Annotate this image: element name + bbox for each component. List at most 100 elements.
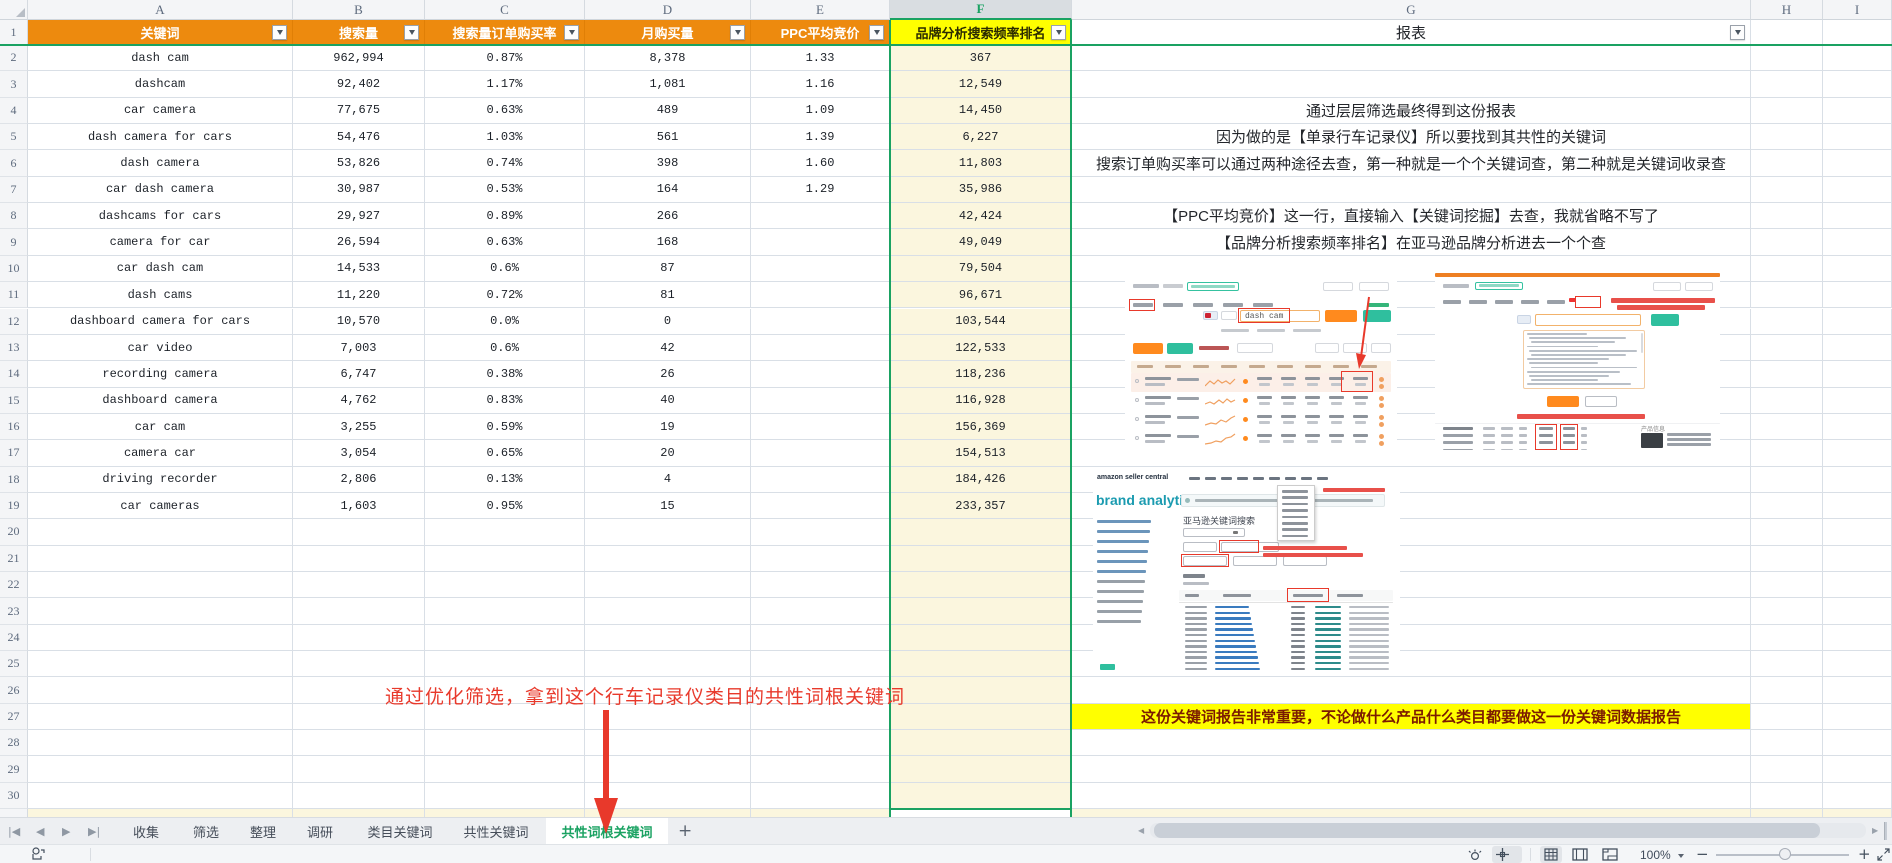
cell-H20[interactable] (1751, 519, 1823, 546)
cell-B4[interactable]: 77,675 (293, 97, 425, 125)
normal-view-button[interactable] (1540, 846, 1562, 863)
cell-H6[interactable] (1751, 150, 1823, 177)
filter-dropdown-A[interactable] (272, 25, 287, 40)
cell-H24[interactable] (1751, 624, 1823, 652)
cell-E14[interactable] (751, 361, 890, 388)
cell-F18[interactable]: 184,426 (890, 466, 1072, 493)
row-header-3[interactable]: 3 (0, 71, 28, 98)
row-header-16[interactable]: 16 (0, 413, 28, 441)
cell-A15[interactable]: dashboard camera (28, 387, 293, 414)
zoom-level-label[interactable]: 100% (1640, 848, 1671, 862)
cell-C18[interactable]: 0.13% (425, 466, 585, 493)
cell-E23[interactable] (751, 598, 890, 625)
row-header-26[interactable]: 26 (0, 677, 28, 704)
cell-E25[interactable] (751, 651, 890, 678)
horizontal-scrollbar-thumb[interactable] (1154, 823, 1820, 838)
cell-F5[interactable]: 6,227 (890, 124, 1072, 151)
cell-F10[interactable]: 79,504 (890, 255, 1072, 283)
cell-B2[interactable]: 962,994 (293, 45, 425, 72)
cell-I22[interactable] (1823, 572, 1892, 599)
column-header-D[interactable]: D (585, 0, 751, 20)
cell-A14[interactable]: recording camera (28, 361, 293, 388)
cell-B31[interactable] (293, 809, 425, 817)
cell-F14[interactable]: 118,236 (890, 361, 1072, 388)
cell-B13[interactable]: 7,003 (293, 334, 425, 362)
first-sheet-button[interactable]: |◀ (8, 825, 21, 838)
cell-A7[interactable]: car dash camera (28, 176, 293, 204)
cell-I9[interactable] (1823, 229, 1892, 256)
cell-A24[interactable] (28, 624, 293, 652)
cell-I7[interactable] (1823, 176, 1892, 204)
cell-E28[interactable] (751, 730, 890, 757)
cell-H17[interactable] (1751, 440, 1823, 467)
cell-F12[interactable]: 103,544 (890, 308, 1072, 335)
cell-F7[interactable]: 35,986 (890, 176, 1072, 204)
cell-A8[interactable]: dashcams for cars (28, 203, 293, 230)
cell-C31[interactable] (425, 809, 585, 817)
cell-F26[interactable] (890, 677, 1072, 704)
cell-D16[interactable]: 19 (585, 413, 751, 441)
cell-D6[interactable]: 398 (585, 150, 751, 177)
cell-G2[interactable] (1072, 45, 1751, 72)
cell-I20[interactable] (1823, 519, 1892, 546)
cell-C28[interactable] (425, 730, 585, 757)
cell-I23[interactable] (1823, 598, 1892, 625)
cell-E30[interactable] (751, 782, 890, 810)
cell-D20[interactable] (585, 519, 751, 546)
cell-H4[interactable] (1751, 97, 1823, 125)
cell-D11[interactable]: 81 (585, 282, 751, 309)
cell-D27[interactable] (585, 703, 751, 731)
cell-E15[interactable] (751, 387, 890, 414)
sheet-tab-4[interactable]: 调研 (306, 825, 333, 840)
cell-B28[interactable] (293, 730, 425, 757)
cell-E3[interactable]: 1.16 (751, 71, 890, 98)
last-sheet-button[interactable]: ▶| (88, 825, 101, 838)
cell-G5[interactable]: 因为做的是【单录行车记录仪】所以要找到其共性的关键词 (1072, 124, 1751, 151)
cell-E17[interactable] (751, 440, 890, 467)
cell-B25[interactable] (293, 651, 425, 678)
filter-dropdown-E[interactable] (869, 25, 884, 40)
cell-F20[interactable] (890, 519, 1072, 546)
annotation-arrow[interactable] (588, 706, 624, 846)
cell-D13[interactable]: 42 (585, 334, 751, 362)
cell-I14[interactable] (1823, 361, 1892, 388)
cell-D26[interactable] (585, 677, 751, 704)
cell-F6[interactable]: 11,803 (890, 150, 1072, 177)
cell-D29[interactable] (585, 756, 751, 783)
cell-G3[interactable] (1072, 71, 1751, 98)
cell-E27[interactable] (751, 703, 890, 731)
row-header-9[interactable]: 9 (0, 229, 28, 256)
cell-I31[interactable] (1823, 809, 1892, 817)
cell-H14[interactable] (1751, 361, 1823, 388)
cell-F1[interactable]: 品牌分析搜索频率排名 (890, 20, 1072, 45)
cell-E8[interactable] (751, 203, 890, 230)
cell-C11[interactable]: 0.72% (425, 282, 585, 309)
cell-E2[interactable]: 1.33 (751, 45, 890, 72)
cell-E21[interactable] (751, 545, 890, 572)
row-header-24[interactable]: 24 (0, 624, 28, 652)
cell-A22[interactable] (28, 572, 293, 599)
cell-H2[interactable] (1751, 45, 1823, 72)
cell-D3[interactable]: 1,081 (585, 71, 751, 98)
cell-B12[interactable]: 10,570 (293, 308, 425, 335)
cell-F17[interactable]: 154,513 (890, 440, 1072, 467)
cell-E9[interactable] (751, 229, 890, 256)
cell-F8[interactable]: 42,424 (890, 203, 1072, 230)
cell-C5[interactable]: 1.03% (425, 124, 585, 151)
sheet-tab-7[interactable]: 共性词根关键词 (546, 818, 668, 845)
cell-C8[interactable]: 0.89% (425, 203, 585, 230)
cell-C21[interactable] (425, 545, 585, 572)
cell-E4[interactable]: 1.09 (751, 97, 890, 125)
cell-D23[interactable] (585, 598, 751, 625)
cell-H25[interactable] (1751, 651, 1823, 678)
cell-H8[interactable] (1751, 203, 1823, 230)
row-header-28[interactable]: 28 (0, 730, 28, 757)
row-header-27[interactable]: 27 (0, 703, 28, 731)
row-header-25[interactable]: 25 (0, 651, 28, 678)
annotation-textbox[interactable]: 通过优化筛选，拿到这个行车记录仪类目的共性词根关键词 (385, 687, 906, 708)
cell-B11[interactable]: 11,220 (293, 282, 425, 309)
cell-A28[interactable] (28, 730, 293, 757)
cell-I30[interactable] (1823, 782, 1892, 810)
row-header-1[interactable]: 1 (0, 20, 28, 45)
cell-C29[interactable] (425, 756, 585, 783)
